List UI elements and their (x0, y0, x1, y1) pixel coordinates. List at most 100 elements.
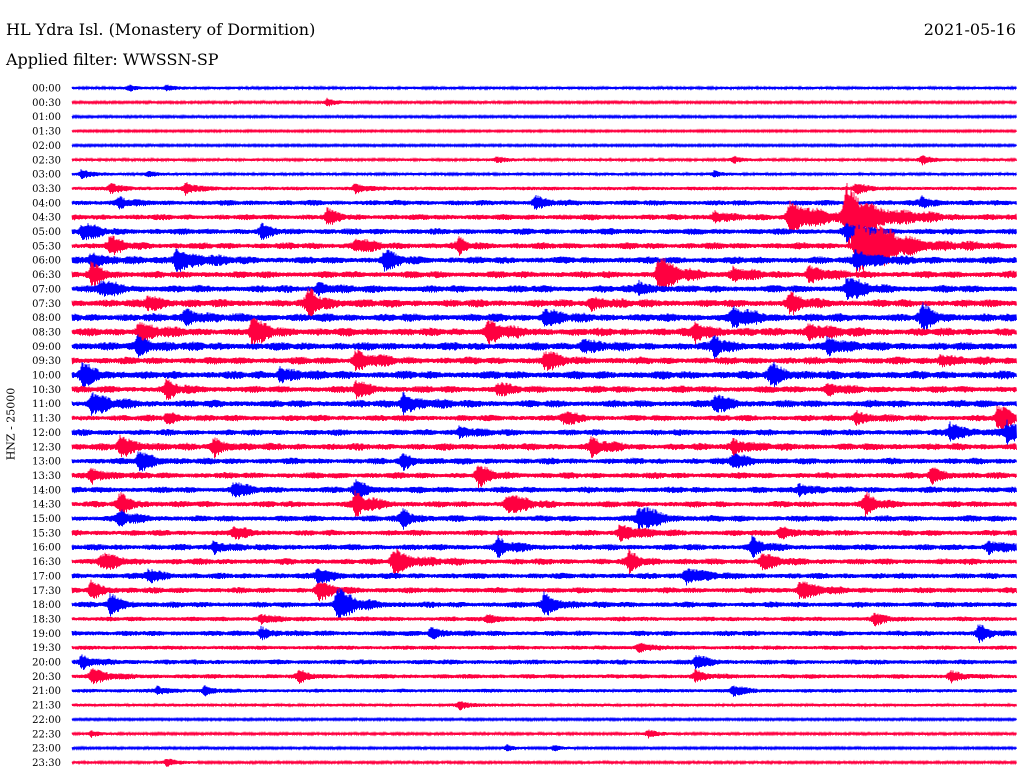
time-tick-label: 09:00 (32, 342, 61, 353)
time-tick-label: 01:00 (32, 112, 61, 123)
trace-row (71, 128, 1017, 134)
trace-row (71, 142, 1017, 149)
trace-row (71, 194, 1017, 210)
trace-row (71, 587, 1017, 620)
time-tick-label: 09:30 (32, 356, 61, 367)
trace-row (71, 548, 1017, 577)
time-tick-label: 07:00 (32, 284, 61, 295)
time-tick-label: 16:30 (32, 557, 61, 568)
trace-row (71, 419, 1017, 445)
trace-row (71, 716, 1017, 723)
time-tick-label: 19:00 (32, 629, 61, 640)
trace-row (71, 84, 1017, 92)
time-tick-label: 15:00 (32, 514, 61, 525)
time-tick-label: 11:30 (32, 414, 61, 425)
trace-row (71, 182, 1017, 248)
trace-row (71, 155, 1017, 166)
time-tick-label: 11:00 (32, 399, 61, 410)
trace-row (71, 288, 1017, 320)
trace-row (71, 758, 1017, 767)
trace-row (71, 169, 1017, 180)
trace-row (71, 479, 1017, 502)
time-tick-label: 08:30 (32, 327, 61, 338)
trace-row (71, 248, 1017, 272)
time-tick-label: 17:30 (32, 586, 61, 597)
trace-row (71, 405, 1017, 432)
trace-row (71, 434, 1017, 459)
trace-row (71, 744, 1017, 752)
time-tick-label: 19:30 (32, 643, 61, 654)
trace-row (71, 465, 1017, 489)
time-tick-label: 10:30 (32, 385, 61, 396)
trace-row (71, 302, 1017, 332)
time-tick-label: 18:30 (32, 614, 61, 625)
time-tick-label: 03:30 (32, 184, 61, 195)
trace-row (71, 113, 1017, 120)
trace-row (71, 568, 1017, 586)
time-tick-label: 20:30 (32, 672, 61, 683)
time-tick-label: 17:00 (32, 571, 61, 582)
trace-row (71, 349, 1017, 372)
time-tick-label: 04:30 (32, 213, 61, 224)
time-tick-label: 22:30 (32, 729, 61, 740)
time-tick-label: 10:00 (32, 371, 61, 382)
time-tick-label: 18:00 (32, 600, 61, 611)
trace-row (71, 524, 1017, 542)
time-tick-label: 06:30 (32, 270, 61, 281)
filter-label: Applied filter: WWSSN-SP (6, 50, 219, 69)
time-tick-label: 20:00 (32, 658, 61, 669)
time-tick-label: 04:00 (32, 198, 61, 209)
trace-row (71, 222, 1017, 243)
trace-row (71, 317, 1017, 347)
trace-row (71, 624, 1017, 644)
trace-row (71, 378, 1017, 401)
trace-row (71, 668, 1017, 685)
time-tick-label: 21:30 (32, 701, 61, 712)
trace-row (71, 642, 1017, 653)
time-tick-label: 03:00 (32, 170, 61, 181)
trace-row (71, 392, 1017, 416)
trace-row (71, 215, 1017, 278)
time-tick-label: 12:30 (32, 442, 61, 453)
time-tick-label: 21:00 (32, 686, 61, 697)
trace-row (71, 701, 1017, 711)
date-label: 2021-05-16 (923, 20, 1016, 39)
trace-row (71, 729, 1017, 739)
trace-row (71, 277, 1017, 301)
time-tick-label: 14:30 (32, 500, 61, 511)
trace-row (71, 507, 1017, 530)
station-title: HL Ydra Isl. (Monastery of Dormition) (6, 20, 316, 39)
trace-row (71, 97, 1017, 107)
time-tick-label: 01:30 (32, 127, 61, 138)
time-tick-label: 23:30 (32, 758, 61, 769)
time-tick-label: 07:30 (32, 299, 61, 310)
trace-row (71, 451, 1017, 472)
time-tick-label: 00:00 (32, 84, 61, 95)
trace-row (71, 361, 1017, 388)
time-tick-label: 00:30 (32, 98, 61, 109)
time-tick-label: 05:00 (32, 227, 61, 238)
time-tick-label: 13:30 (32, 471, 61, 482)
time-tick-label: 16:00 (32, 543, 61, 554)
time-tick-label: 13:00 (32, 457, 61, 468)
time-tick-label: 12:00 (32, 428, 61, 439)
trace-row (71, 579, 1017, 602)
time-tick-label: 08:00 (32, 313, 61, 324)
time-tick-label: 22:00 (32, 715, 61, 726)
trace-row (71, 535, 1017, 558)
time-tick-label: 05:30 (32, 241, 61, 252)
trace-row (71, 334, 1017, 361)
time-tick-label: 23:00 (32, 744, 61, 755)
time-tick-label: 02:00 (32, 141, 61, 152)
trace-row (71, 654, 1017, 671)
time-tick-label: 14:00 (32, 485, 61, 496)
time-tick-label: 15:30 (32, 528, 61, 539)
trace-row (71, 257, 1017, 291)
time-tick-label: 06:00 (32, 256, 61, 267)
trace-row (71, 182, 1017, 196)
trace-row (71, 685, 1017, 697)
time-tick-label: 02:30 (32, 155, 61, 166)
trace-row (71, 490, 1017, 518)
trace-row (71, 612, 1017, 627)
